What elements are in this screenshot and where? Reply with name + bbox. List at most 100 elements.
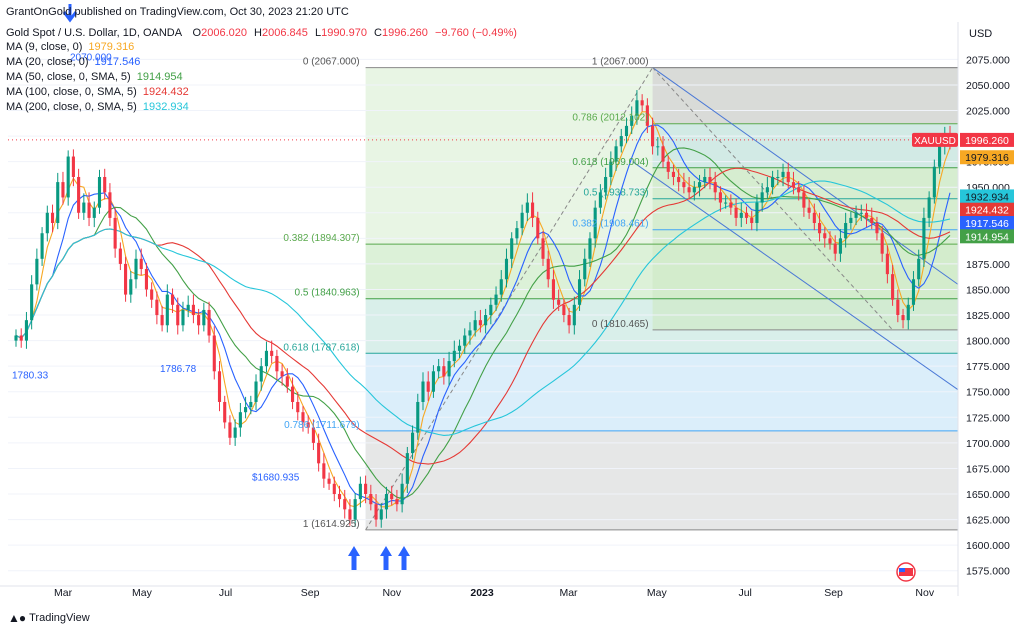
candle-body bbox=[734, 207, 738, 218]
candle-body bbox=[322, 463, 326, 479]
price-tick-label: 1800.000 bbox=[966, 336, 1010, 348]
moving-average-line bbox=[15, 111, 951, 508]
candle-body bbox=[619, 136, 623, 147]
candle-body bbox=[426, 381, 430, 392]
candle-body bbox=[129, 279, 133, 295]
candle-body bbox=[932, 166, 936, 198]
tradingview-brand: ▲● TradingView bbox=[8, 611, 90, 625]
candle-body bbox=[938, 146, 942, 167]
price-annotation: $1680.935 bbox=[252, 472, 300, 483]
price-tick-label: 1625.000 bbox=[966, 515, 1010, 527]
fib-right-label: 0 (1810.465) bbox=[592, 319, 649, 330]
fib-zone bbox=[652, 123, 958, 168]
price-tick-label: 1875.000 bbox=[966, 259, 1010, 271]
candle-body bbox=[447, 361, 451, 377]
candle-body bbox=[296, 401, 300, 413]
price-tag-value: 1914.954 bbox=[965, 231, 1009, 243]
ma-legend-item[interactable]: MA (200, close, 0, SMA, 5) 1932.934 bbox=[6, 101, 189, 113]
ma-legend-item[interactable]: MA (50, close, 0, SMA, 5) 1914.954 bbox=[6, 71, 183, 83]
candle-body bbox=[515, 228, 519, 239]
candle-body bbox=[802, 192, 806, 208]
ma-legend-item[interactable]: MA (20, close, 0) 1917.546 bbox=[6, 56, 140, 68]
candle-body bbox=[489, 304, 493, 316]
candle-body bbox=[442, 366, 446, 377]
candle-body bbox=[546, 258, 550, 280]
candle-body bbox=[744, 212, 749, 218]
candle-body bbox=[71, 156, 75, 177]
candle-body bbox=[181, 309, 185, 326]
candle-body bbox=[833, 243, 837, 254]
arrow-up-icon bbox=[398, 546, 410, 570]
candle-body bbox=[155, 299, 159, 316]
candle-body bbox=[651, 125, 655, 147]
candle-body bbox=[718, 192, 722, 203]
candle-body bbox=[551, 279, 555, 300]
price-annotation: 2070.000 bbox=[70, 52, 112, 63]
candle-body bbox=[797, 187, 801, 193]
candle-body bbox=[379, 509, 383, 520]
ma-legend-value: 1924.432 bbox=[142, 86, 189, 98]
candle-body bbox=[593, 207, 597, 239]
candle-body bbox=[510, 238, 514, 259]
price-annotation: 1780.33 bbox=[12, 371, 49, 382]
candle-body bbox=[311, 427, 315, 443]
currency-label[interactable]: USD bbox=[969, 28, 993, 40]
candle-body bbox=[755, 202, 759, 224]
price-tick-label: 1725.000 bbox=[966, 412, 1010, 424]
time-tick-label: Mar bbox=[559, 587, 578, 599]
price-tick-label: 1650.000 bbox=[966, 489, 1010, 501]
ma-legend-item[interactable]: MA (9, close, 0) 1979.316 bbox=[6, 41, 134, 53]
candle-body bbox=[103, 176, 107, 193]
candle-body bbox=[270, 350, 274, 356]
price-tick-label: 1775.000 bbox=[966, 361, 1010, 373]
candle-body bbox=[536, 217, 540, 239]
candle-body bbox=[849, 217, 853, 224]
candle-body bbox=[400, 483, 404, 505]
symbol-legend[interactable]: Gold Spot / U.S. Dollar, 1D, OANDA O2006… bbox=[6, 27, 517, 39]
candle-body bbox=[212, 335, 216, 372]
price-tag bbox=[960, 216, 1014, 231]
price-tick-label: 2025.000 bbox=[966, 106, 1010, 118]
symbol-tag bbox=[912, 132, 958, 147]
moving-average-line bbox=[15, 147, 951, 500]
candle-body bbox=[478, 320, 482, 326]
price-tag-value: 1979.316 bbox=[965, 152, 1009, 164]
candle-body bbox=[82, 202, 86, 213]
fib-left-label: 1 (1614.925) bbox=[303, 519, 360, 530]
tradingview-logo-icon: ▲● bbox=[8, 611, 26, 625]
change-value: −9.760 (−0.49%) bbox=[434, 27, 517, 39]
fib-left-label: 0.382 (1894.307) bbox=[283, 233, 359, 244]
candle-body bbox=[384, 494, 389, 510]
ma-legend-name: MA (50, close, 0, SMA, 5) bbox=[6, 71, 131, 83]
candle-body bbox=[776, 176, 780, 178]
candle-body bbox=[724, 202, 728, 204]
candle-body bbox=[306, 422, 310, 428]
candle-body bbox=[870, 217, 874, 224]
buy-arrows bbox=[62, 4, 410, 570]
candle-body bbox=[40, 233, 44, 259]
ma-legend-name: MA (9, close, 0) bbox=[6, 41, 83, 53]
candle-body bbox=[390, 494, 394, 500]
candle-body bbox=[165, 294, 169, 326]
ma-legend-name: MA (20, close, 0) bbox=[6, 56, 89, 68]
time-axis[interactable]: Mar May Jul Sep Nov 2023 Mar May Jul Sep Nov bbox=[0, 585, 958, 599]
candle-body bbox=[202, 309, 206, 326]
time-tick-label: Sep bbox=[301, 587, 320, 599]
price-tick-label: 1600.000 bbox=[966, 540, 1010, 552]
candle-body bbox=[463, 335, 467, 346]
price-tick-label: 1700.000 bbox=[966, 438, 1010, 450]
ma-legend-value: 1979.316 bbox=[88, 41, 135, 53]
candle-body bbox=[604, 176, 608, 193]
publish-info: GrantOnGold published on TradingView.com… bbox=[6, 6, 349, 18]
ma-legend-item[interactable]: MA (100, close, 0, SMA, 5) 1924.432 bbox=[6, 86, 189, 98]
candle-body bbox=[290, 386, 295, 402]
high-value: 2006.845 bbox=[262, 27, 308, 39]
candle-body bbox=[228, 422, 232, 438]
price-tag-value: 1932.934 bbox=[965, 191, 1009, 203]
candle-body bbox=[280, 371, 284, 377]
candle-body bbox=[343, 499, 347, 510]
price-tag-value: 1917.546 bbox=[965, 218, 1009, 230]
candle-body bbox=[452, 350, 456, 362]
flag-icon[interactable] bbox=[896, 562, 916, 582]
